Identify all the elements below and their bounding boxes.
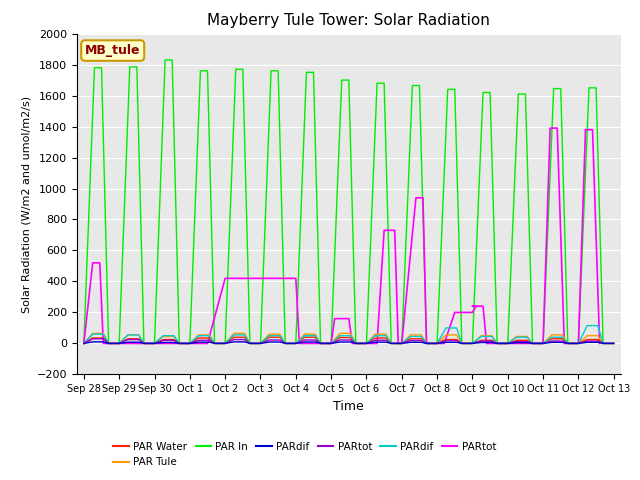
Legend: PAR Water, PAR Tule, PAR In, PARdif, PARtot, PARdif, PARtot: PAR Water, PAR Tule, PAR In, PARdif, PAR… — [109, 438, 500, 471]
Text: MB_tule: MB_tule — [85, 44, 140, 57]
Y-axis label: Solar Radiation (W/m2 and umol/m2/s): Solar Radiation (W/m2 and umol/m2/s) — [21, 96, 31, 312]
X-axis label: Time: Time — [333, 400, 364, 413]
Title: Mayberry Tule Tower: Solar Radiation: Mayberry Tule Tower: Solar Radiation — [207, 13, 490, 28]
